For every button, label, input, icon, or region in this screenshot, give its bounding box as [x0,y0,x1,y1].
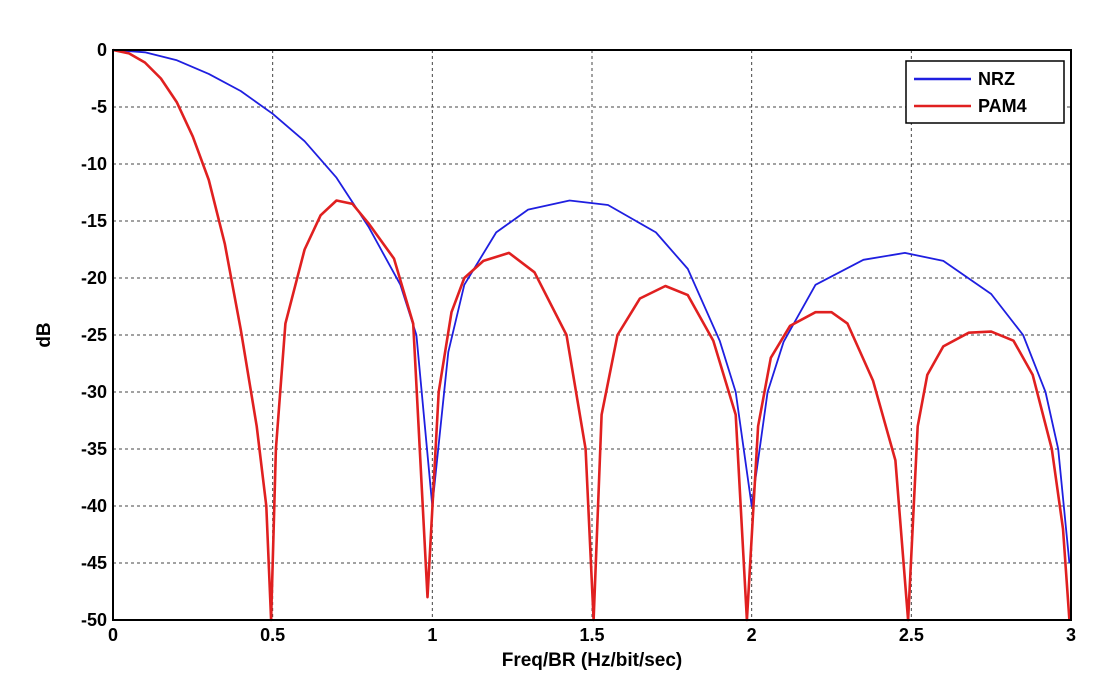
x-tick-label: 0.5 [260,625,285,645]
y-tick-label: -35 [81,439,107,459]
y-tick-label: -10 [81,154,107,174]
y-tick-label: -30 [81,382,107,402]
legend-label-nrz: NRZ [978,69,1015,89]
x-tick-label: 3 [1066,625,1076,645]
y-tick-label: 0 [97,40,107,60]
series-lines [112,48,1071,622]
x-tick-label: 2.5 [899,625,924,645]
x-tick-label: 1.5 [579,625,604,645]
legend-box [905,60,1065,124]
y-tick-label: -20 [81,268,107,288]
y-axis-label: dB [34,322,55,347]
y-tick-label: -40 [81,496,107,516]
y-tick-label: -25 [81,325,107,345]
legend: NRZ PAM4 [905,60,1065,124]
y-tick-label: -5 [91,97,107,117]
plot-frame [112,49,1072,621]
tick-labels: 0 0.5 1 1.5 2 2.5 3 0 -5 -10 -15 -20 -25 -30 -35 -40 -45… [81,40,1076,645]
y-tick-label: -45 [81,553,107,573]
x-tick-label: 1 [427,625,437,645]
series-line-pam4 [112,48,1071,622]
x-tick-label: 0 [108,625,118,645]
x-tick-label: 2 [747,625,757,645]
y-tick-label: -50 [81,610,107,630]
y-tick-label: -15 [81,211,107,231]
legend-label-pam4: PAM4 [978,96,1027,116]
series-line-nrz [112,49,1071,564]
x-axis-label: Freq/BR (Hz/bit/sec) [502,650,683,671]
